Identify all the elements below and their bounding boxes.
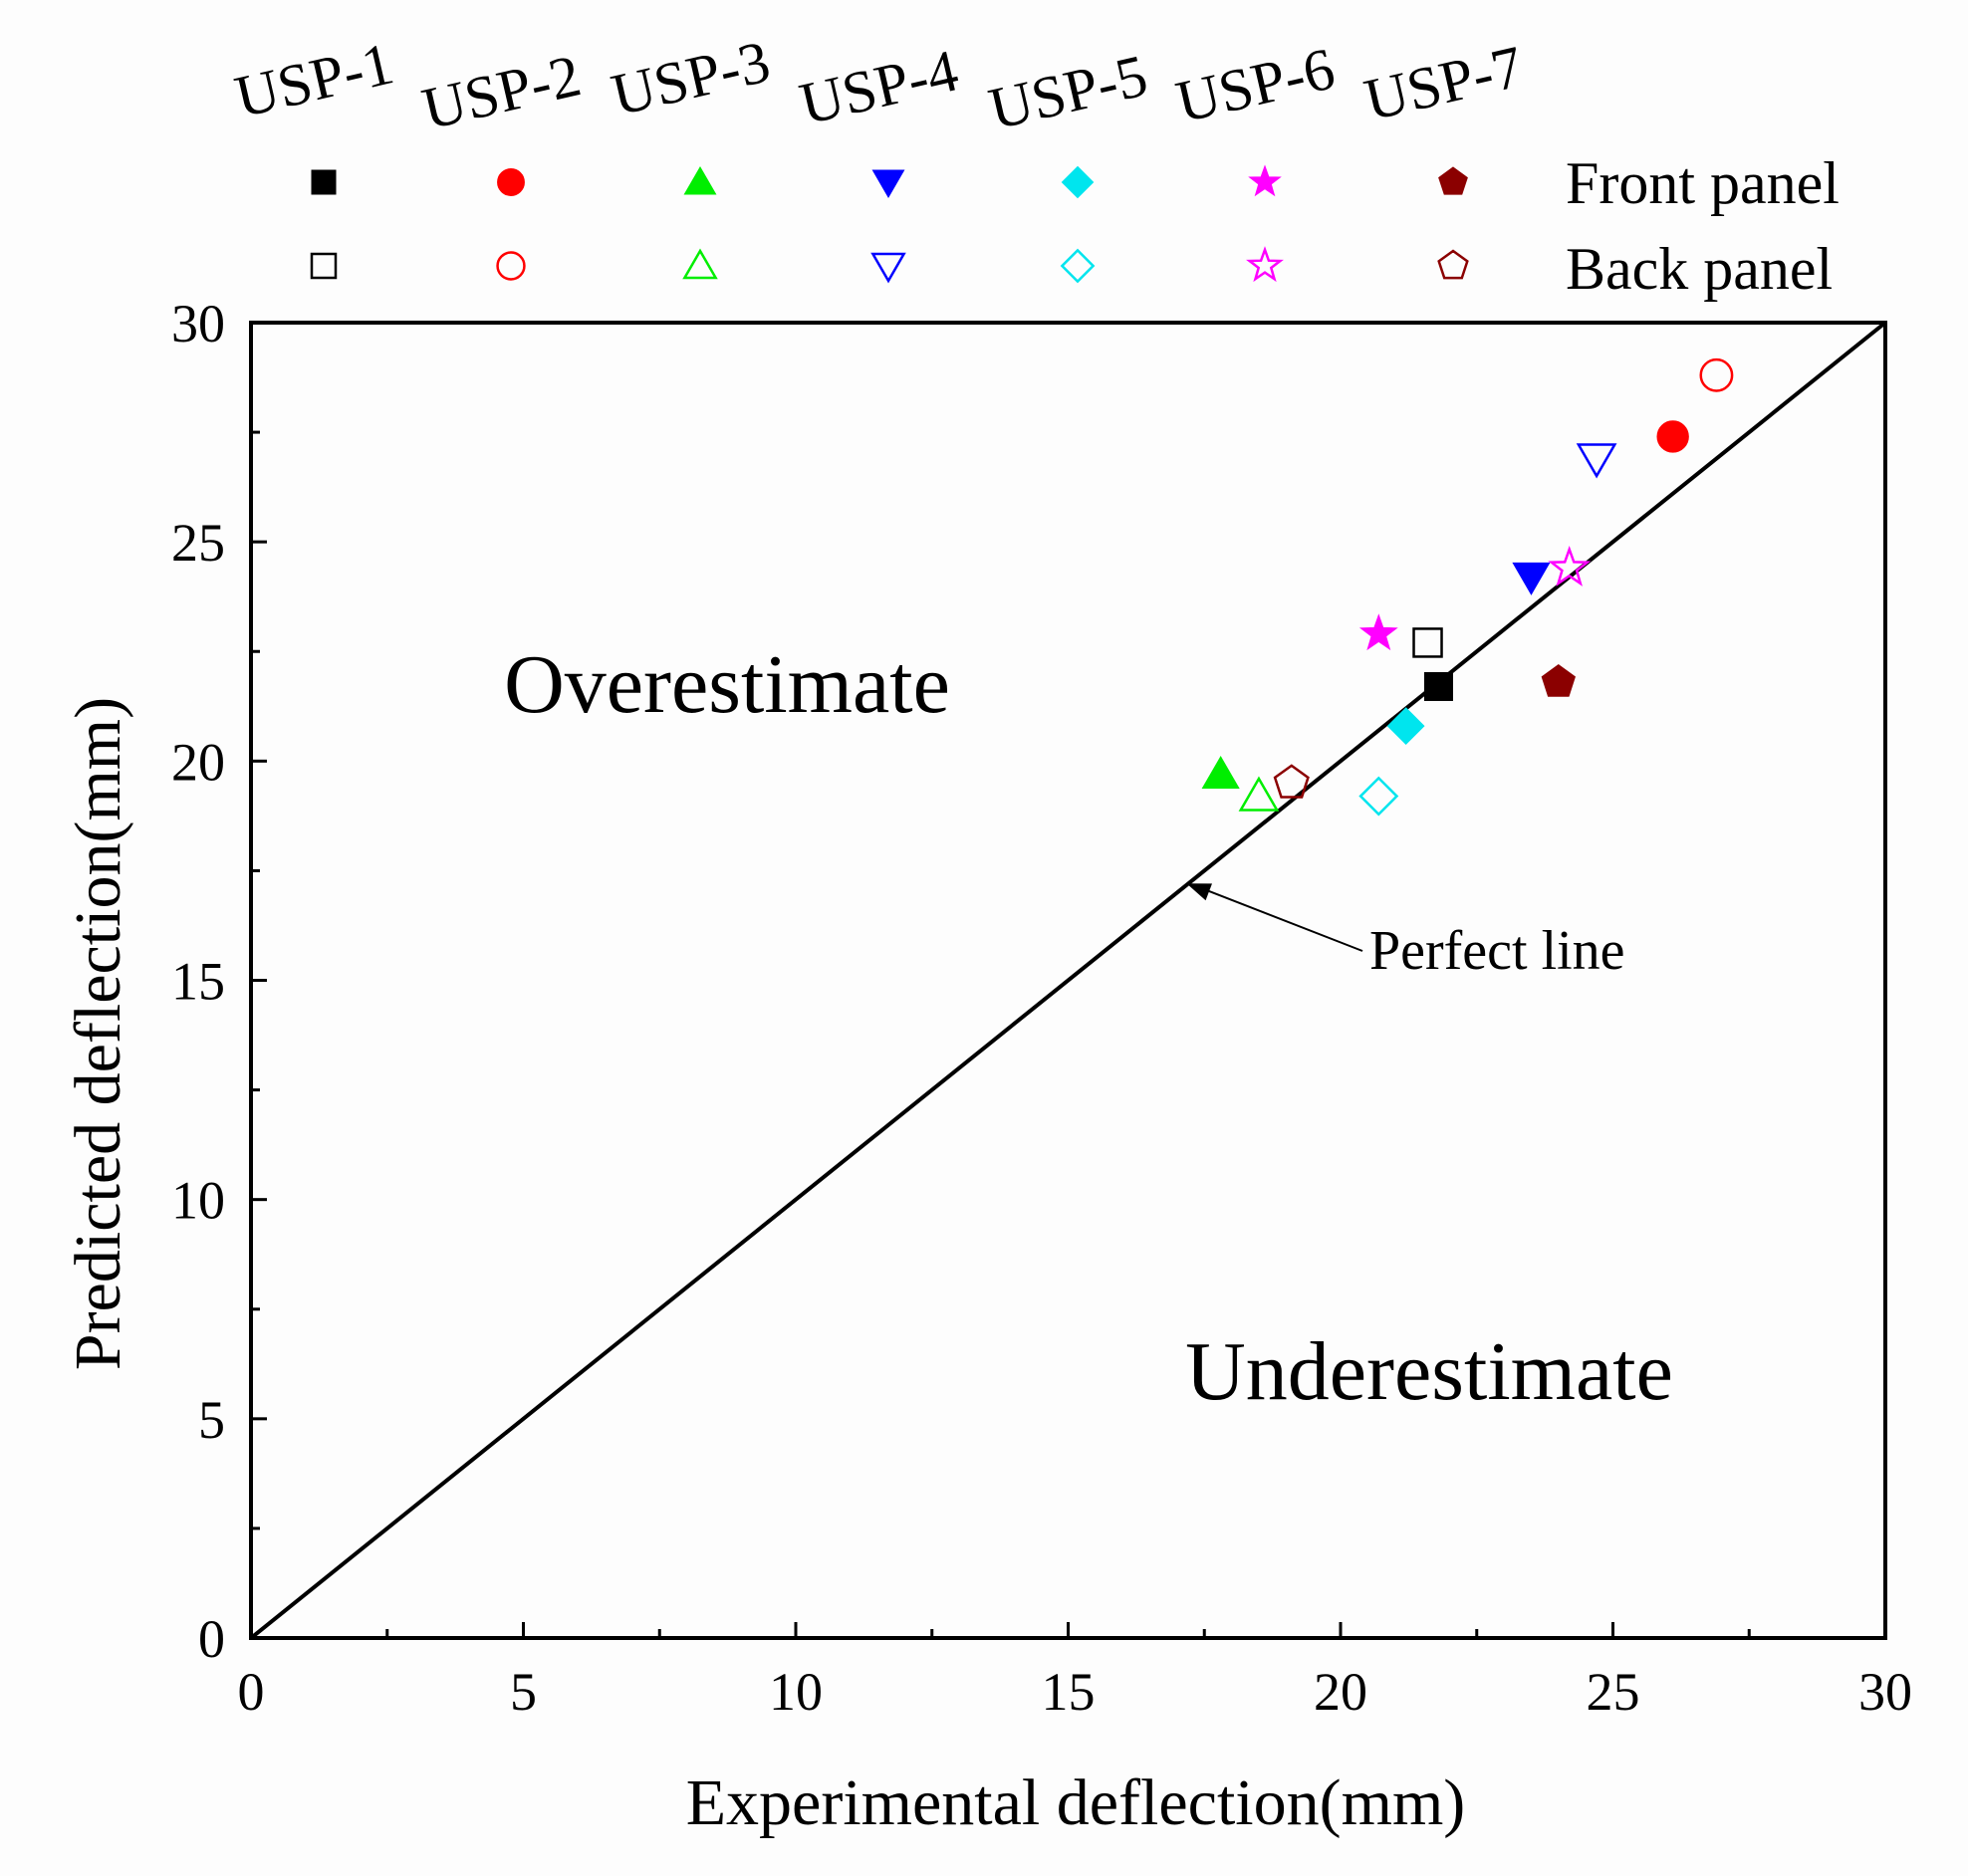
y-tick-label: 10 xyxy=(171,1171,225,1231)
y-tick-label: 0 xyxy=(198,1609,225,1669)
perfect-line xyxy=(249,321,1887,1640)
usp-7-back-panel-point xyxy=(1273,764,1310,799)
usp-7-legend-front-marker xyxy=(1438,166,1468,195)
perfect-line-label: Perfect line xyxy=(1369,920,1625,982)
x-tick-label: 20 xyxy=(1314,1662,1367,1722)
usp-4-back-panel-point xyxy=(1576,443,1617,479)
x-tick-label: 5 xyxy=(510,1662,537,1722)
legend-back-panel-label: Back panel xyxy=(1566,236,1833,302)
usp-2-legend-back-marker xyxy=(496,251,526,281)
x-tick-label: 25 xyxy=(1587,1662,1640,1722)
usp-5-front-panel-point xyxy=(1386,707,1425,746)
axis-ticks: 0 5 10 15 20 25 30 0 5 10 15 20 25 30 xyxy=(171,294,1912,1722)
y-tick-label: 15 xyxy=(171,952,225,1012)
x-tick-label: 30 xyxy=(1858,1662,1912,1722)
usp-2-legend-front-marker xyxy=(497,168,525,196)
usp-2-legend-label: USP-2 xyxy=(416,42,587,141)
usp-1-back-panel-point xyxy=(1412,627,1443,658)
x-tick-label: 0 xyxy=(238,1662,265,1722)
y-tick-label: 5 xyxy=(198,1390,225,1450)
usp-4-legend-front-marker xyxy=(871,169,905,198)
usp-5-back-panel-point xyxy=(1358,776,1399,817)
usp-3-legend-label: USP-3 xyxy=(606,28,776,127)
usp-2-back-panel-point xyxy=(1699,357,1734,392)
usp-6-back-panel-point xyxy=(1548,545,1592,586)
usp-6-legend-front-marker xyxy=(1248,164,1282,197)
usp-1-legend-front-marker xyxy=(311,169,337,195)
perfect-line-arrow xyxy=(1204,888,1363,952)
x-tick-label: 10 xyxy=(769,1662,823,1722)
y-tick-label: 30 xyxy=(171,294,225,353)
usp-5-legend-label: USP-5 xyxy=(983,42,1153,141)
usp-4-front-panel-point xyxy=(1512,562,1551,595)
usp-1-legend-back-marker xyxy=(310,252,338,280)
usp-3-legend-front-marker xyxy=(683,166,717,195)
reference-line-layer xyxy=(249,321,1887,1640)
data-points xyxy=(1201,357,1734,817)
usp-3-legend-back-marker xyxy=(682,248,718,280)
usp-3-front-panel-point xyxy=(1201,756,1240,790)
y-tick-label: 25 xyxy=(171,513,225,573)
usp-4-legend-back-marker xyxy=(870,252,906,284)
usp-3-back-panel-point xyxy=(1238,776,1280,812)
usp-5-legend-back-marker xyxy=(1060,248,1096,284)
y-tick-label: 20 xyxy=(171,732,225,792)
usp-5-legend-front-marker xyxy=(1061,165,1095,199)
overestimate-annotation: Overestimate xyxy=(504,638,950,731)
usp-6-front-panel-point xyxy=(1358,613,1398,651)
usp-6-legend-back-marker xyxy=(1246,246,1284,283)
legend-front-panel-label: Front panel xyxy=(1566,150,1840,216)
usp-7-legend-back-marker xyxy=(1437,249,1469,280)
usp-1-legend-label: USP-1 xyxy=(229,30,399,129)
y-axis-label: Predicted deflection(mm) xyxy=(62,697,134,1370)
underestimate-annotation: Underestimate xyxy=(1185,1325,1673,1418)
usp-6-legend-label: USP-6 xyxy=(1170,35,1341,134)
perfect-line-arrowhead xyxy=(1186,883,1213,901)
usp-7-front-panel-point xyxy=(1541,663,1576,697)
usp-1-front-panel-point xyxy=(1423,671,1453,701)
usp-2-front-panel-point xyxy=(1656,420,1689,453)
usp-4-legend-label: USP-4 xyxy=(794,37,964,136)
x-tick-label: 15 xyxy=(1042,1662,1096,1722)
x-axis-label: Experimental deflection(mm) xyxy=(686,1766,1466,1839)
usp-7-legend-label: USP-7 xyxy=(1358,33,1529,132)
legend: USP-1 USP-2 USP-3 USP-4 USP-5 USP-6 USP-7 Front… xyxy=(229,28,1840,302)
